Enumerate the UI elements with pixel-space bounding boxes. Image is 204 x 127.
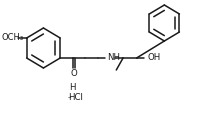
- Text: H: H: [69, 83, 76, 92]
- Text: –: –: [68, 94, 71, 100]
- Text: OH: OH: [147, 53, 161, 62]
- Text: O: O: [71, 69, 77, 78]
- Text: HCl: HCl: [68, 93, 83, 102]
- Text: OCH₃: OCH₃: [1, 34, 23, 43]
- Text: NH: NH: [108, 53, 121, 62]
